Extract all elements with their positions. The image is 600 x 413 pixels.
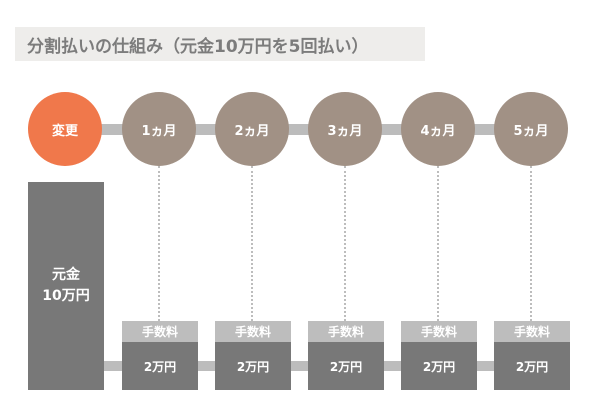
dotted-line-1	[158, 166, 160, 321]
month-circle-1: 1ヵ月	[122, 92, 196, 166]
payment-block-3: 2万円	[308, 342, 384, 390]
month-circle-4: 4ヵ月	[401, 92, 475, 166]
start-circle: 変更	[28, 92, 102, 166]
principal-label: 元金	[52, 267, 80, 283]
month-circle-5: 5ヵ月	[494, 92, 568, 166]
dotted-line-5	[530, 166, 532, 321]
fee-block-3: 手数料	[308, 321, 384, 342]
fee-block-4: 手数料	[401, 321, 477, 342]
month-circle-2: 2ヵ月	[215, 92, 289, 166]
principal-block: 元金 10万円	[28, 182, 104, 390]
timeline-connector	[65, 124, 535, 135]
payment-block-2: 2万円	[215, 342, 291, 390]
principal-amount: 10万円	[42, 288, 90, 304]
diagram-title: 分割払いの仕組み（元金10万円を5回払い）	[27, 36, 369, 57]
dotted-line-4	[437, 166, 439, 321]
title-banner: 分割払いの仕組み（元金10万円を5回払い）	[15, 27, 425, 61]
month-circle-3: 3ヵ月	[308, 92, 382, 166]
fee-block-1: 手数料	[122, 321, 198, 342]
payment-block-4: 2万円	[401, 342, 477, 390]
dotted-line-3	[344, 166, 346, 321]
payment-block-1: 2万円	[122, 342, 198, 390]
payment-block-5: 2万円	[494, 342, 570, 390]
fee-block-2: 手数料	[215, 321, 291, 342]
dotted-line-2	[251, 166, 253, 321]
fee-block-5: 手数料	[494, 321, 570, 342]
